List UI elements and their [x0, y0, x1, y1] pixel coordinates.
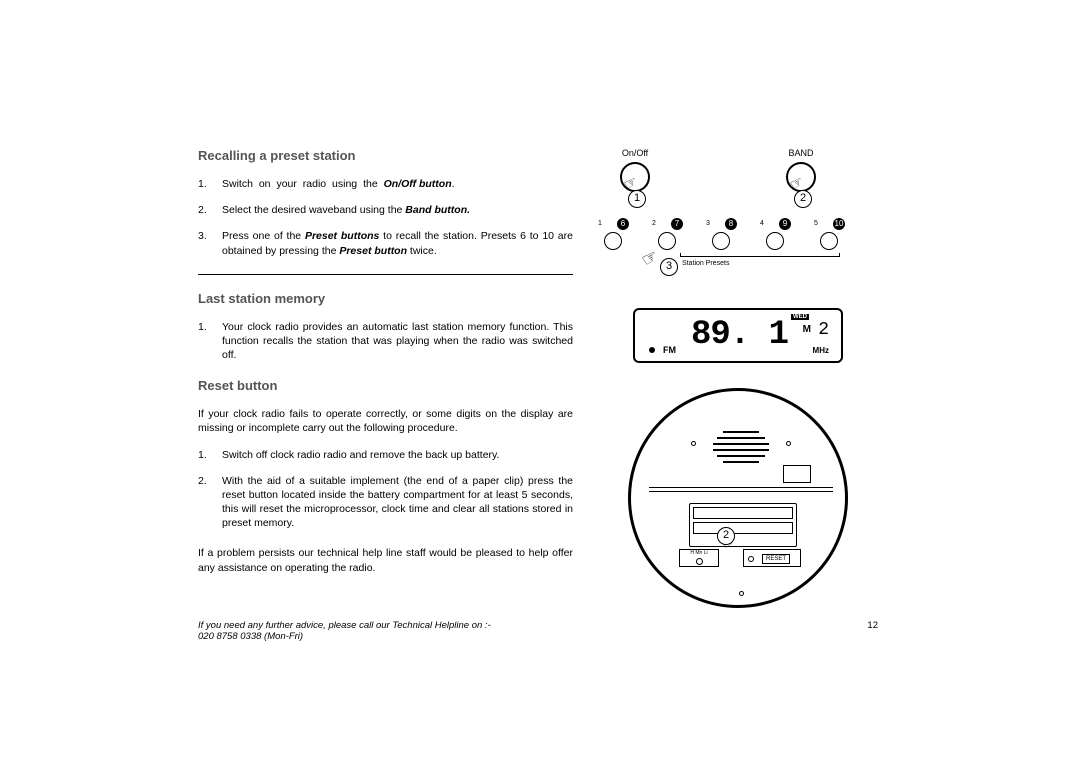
small-panel-icon — [783, 465, 811, 483]
lcd-dot-icon — [649, 347, 655, 353]
reset-hole-icon — [748, 556, 754, 562]
preset-alt-num: 10 — [833, 218, 845, 230]
screw-icon — [691, 441, 696, 446]
illustration-lcd: WED FM 89. 1 M 2 MHz — [598, 308, 878, 378]
preset-alt-num: 7 — [671, 218, 683, 230]
lcd-day: WED — [791, 314, 809, 320]
step-badge: 2 — [794, 190, 812, 208]
screw-icon — [786, 441, 791, 446]
footer-line2: 020 8758 0338 (Mon-Fri) — [198, 631, 878, 642]
lcd-memory-num: 2 — [818, 320, 829, 340]
preset-knob-icon — [712, 232, 730, 250]
heading-reset: Reset button — [198, 378, 573, 393]
battery-type-panel: H Mn Li — [679, 549, 719, 567]
bracket-line — [680, 256, 840, 257]
list-item: 1. Your clock radio provides an automati… — [198, 320, 573, 363]
reset-intro: If your clock radio fails to operate cor… — [198, 407, 573, 435]
screw-icon — [739, 591, 744, 596]
preset-num: 2 — [652, 220, 656, 227]
step-badge: 3 — [660, 258, 678, 276]
preset-alt-num: 8 — [725, 218, 737, 230]
list-item: 1. Switch off clock radio radio and remo… — [198, 448, 573, 462]
step-badge: 1 — [628, 190, 646, 208]
illustration-buttons: On/Off ☞ 1 BAND ☞ 2 1 2 3 4 5 — [598, 148, 878, 298]
battery-door-icon — [689, 503, 797, 547]
reset-panel: RESET — [743, 549, 801, 567]
preset-num: 5 — [814, 220, 818, 227]
preset-num: 4 — [760, 220, 764, 227]
band-label: BAND — [776, 148, 826, 158]
right-column: On/Off ☞ 1 BAND ☞ 2 1 2 3 4 5 — [598, 148, 878, 618]
divider — [198, 274, 573, 275]
preset-alt-num: 9 — [779, 218, 791, 230]
preset-num: 1 — [598, 220, 602, 227]
last-station-steps: 1. Your clock radio provides an automati… — [198, 320, 573, 363]
station-presets-label: Station Presets — [682, 260, 729, 267]
lcd-band: FM — [663, 345, 676, 355]
lcd-frequency: 89. 1 — [691, 316, 788, 354]
left-column: Recalling a preset station 1. Switch on … — [198, 148, 573, 587]
preset-knob-icon — [658, 232, 676, 250]
heading-last-station: Last station memory — [198, 291, 573, 306]
page-number: 12 — [867, 620, 878, 631]
list-item: 2. With the aid of a suitable implement … — [198, 474, 573, 531]
preset-knob-icon — [820, 232, 838, 250]
heading-recall: Recalling a preset station — [198, 148, 573, 163]
illustration-device-bottom: H Mn Li RESET ☞ 2 — [598, 388, 878, 618]
list-item: 3. Press one of the Preset buttons to re… — [198, 229, 573, 257]
reset-outro: If a problem persists our technical help… — [198, 546, 573, 574]
list-item: 1. Switch on your radio using the On/Off… — [198, 177, 573, 191]
hand-icon: ☞ — [638, 245, 662, 271]
preset-knob-icon — [766, 232, 784, 250]
lcd-display: WED FM 89. 1 M 2 MHz — [633, 308, 843, 363]
reset-label: RESET — [762, 554, 790, 564]
device-outline-icon: H Mn Li RESET ☞ 2 — [628, 388, 848, 608]
reset-steps: 1. Switch off clock radio radio and remo… — [198, 448, 573, 531]
footer-line1: If you need any further advice, please c… — [198, 620, 878, 631]
lcd-unit: MHz — [813, 346, 829, 355]
step-badge: 2 — [717, 527, 735, 545]
recall-steps: 1. Switch on your radio using the On/Off… — [198, 177, 573, 258]
footer: If you need any further advice, please c… — [198, 620, 878, 642]
preset-alt-num: 6 — [617, 218, 629, 230]
preset-knob-icon — [604, 232, 622, 250]
list-item: 2. Select the desired waveband using the… — [198, 203, 573, 217]
lcd-memory-m: M — [803, 324, 811, 335]
preset-num: 3 — [706, 220, 710, 227]
onoff-label: On/Off — [610, 148, 660, 158]
